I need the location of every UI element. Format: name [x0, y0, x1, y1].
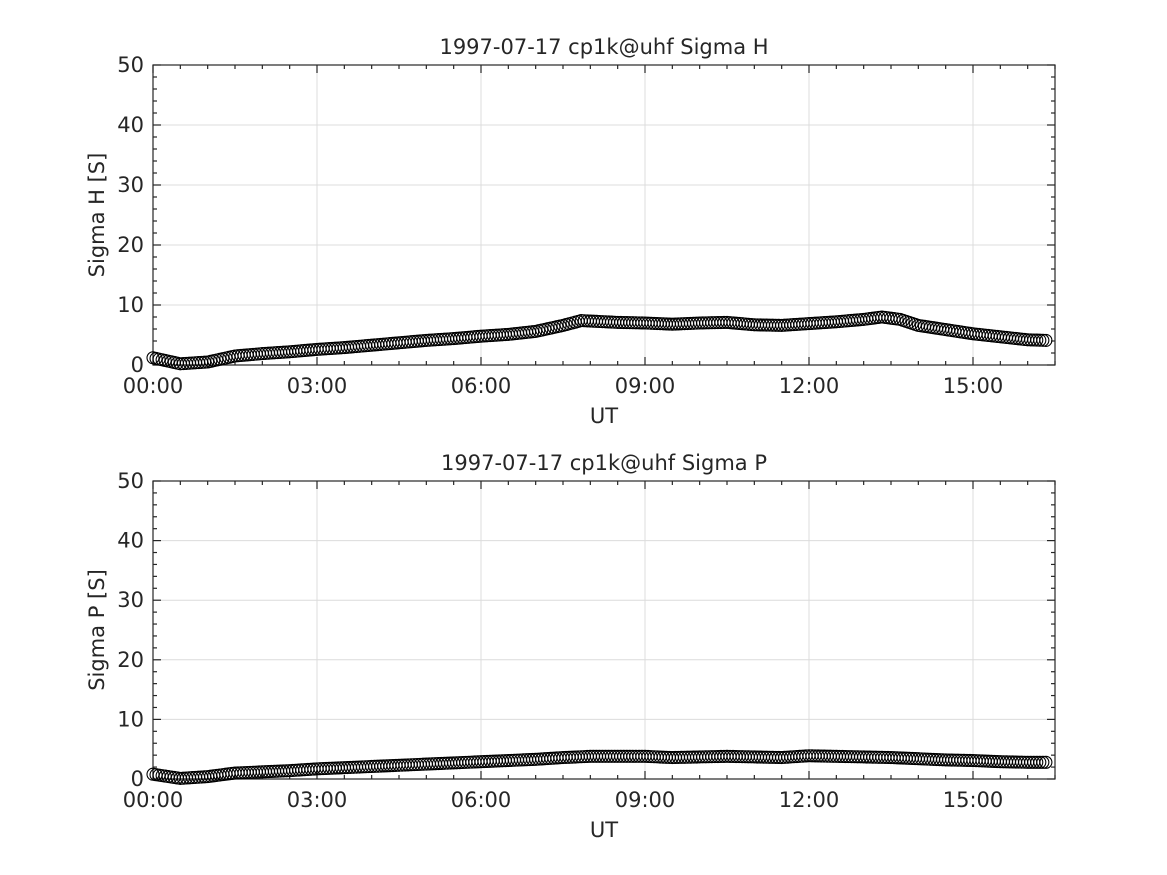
sigma-h-y-tick-label: 0 [131, 353, 144, 377]
sigma-p-y-tick-label: 0 [131, 767, 144, 791]
sigma-p-y-axis-label: Sigma P [S] [85, 569, 109, 691]
sigma-p-x-axis-label: UT [590, 818, 618, 842]
sigma-h-x-axis-label: UT [590, 404, 618, 428]
sigma-p-y-tick-label: 10 [117, 707, 144, 731]
sigma-h-axes-box [152, 64, 1056, 366]
sigma-p-y-tick-label: 20 [117, 648, 144, 672]
sigma-h-y-axis-label: Sigma H [S] [85, 153, 109, 278]
sigma-p-x-tick-label: 06:00 [451, 788, 512, 812]
sigma-h-x-tick-label: 00:00 [123, 374, 184, 398]
sigma-h-panel: 00:00 03:00 06:00 09:00 12:00 15:00 0 10 20 30 40 5… [85, 35, 1056, 428]
sigma-h-data-point [1039, 333, 1053, 347]
sigma-p-data-point [1030, 755, 1044, 769]
sigma-p-y-tick-label: 50 [117, 469, 144, 493]
sigma-p-axes-box [152, 480, 1056, 780]
sigma-p-panel: 00:00 03:00 06:00 09:00 12:00 15:00 0 10 20 30 40 5… [85, 451, 1056, 842]
sigma-h-y-tick-label: 40 [117, 113, 144, 137]
sigma-h-x-tick-label: 09:00 [615, 374, 676, 398]
sigma-h-x-tick-label: 15:00 [943, 374, 1004, 398]
sigma-p-x-tick-label: 12:00 [779, 788, 840, 812]
sigma-p-x-tick-label: 15:00 [943, 788, 1004, 812]
sigma-h-y-tick-label: 50 [117, 53, 144, 77]
sigma-h-x-tick-label: 12:00 [779, 374, 840, 398]
sigma-p-y-tick-label: 30 [117, 588, 144, 612]
sigma-p-data-point [1033, 755, 1047, 769]
sigma-p-data-point [1039, 755, 1053, 769]
sigma-p-x-tick-label: 03:00 [287, 788, 348, 812]
sigma-h-x-tick-label: 06:00 [451, 374, 512, 398]
sigma-p-chart-title: 1997-07-17 cp1k@uhf Sigma P [441, 451, 767, 475]
sigma-p-x-tick-label: 09:00 [615, 788, 676, 812]
sigma-h-chart-title: 1997-07-17 cp1k@uhf Sigma H [439, 35, 768, 59]
sigma-h-y-tick-label: 10 [117, 293, 144, 317]
sigma-p-y-tick-label: 40 [117, 529, 144, 553]
sigma-h-y-tick-label: 30 [117, 173, 144, 197]
sigma-h-y-tick-label: 20 [117, 233, 144, 257]
sigma-h-data-point [1036, 333, 1050, 347]
sigma-p-x-tick-label: 00:00 [123, 788, 184, 812]
sigma-h-data-point [1030, 333, 1044, 347]
sigma-p-data-point [1036, 755, 1050, 769]
sigma-h-x-tick-label: 03:00 [287, 374, 348, 398]
sigma-h-data-point [1033, 333, 1047, 347]
